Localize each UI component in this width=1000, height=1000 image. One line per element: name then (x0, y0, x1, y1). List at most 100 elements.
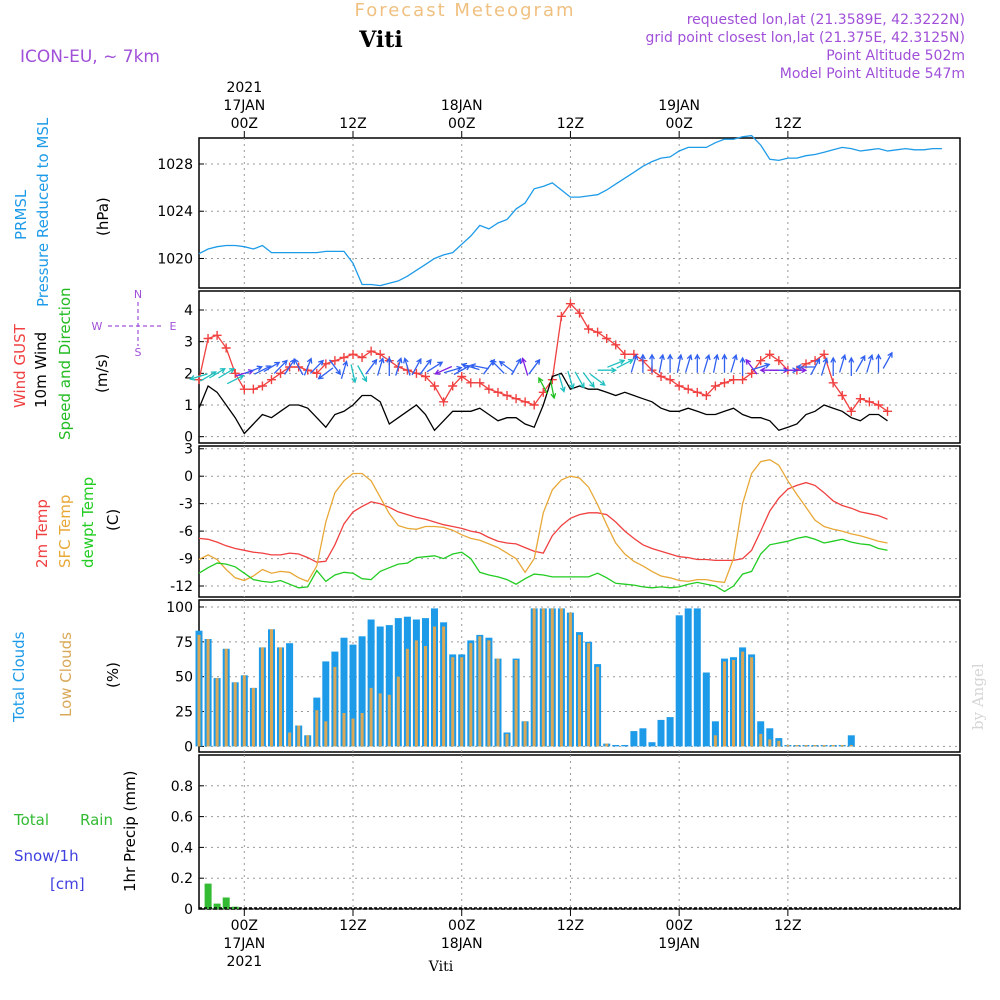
total-clouds-bar-16 (340, 637, 348, 747)
gust-marker-71 (837, 391, 847, 400)
wind-direction-arrow-9 (273, 359, 288, 374)
wind-direction-arrow-16 (340, 360, 349, 379)
gust-marker-53 (674, 381, 684, 391)
wind-direction-arrow-67 (795, 364, 815, 370)
low-clouds-bar-13 (315, 710, 319, 747)
low-clouds-bar-2 (215, 678, 219, 747)
gust-marker-13 (312, 368, 322, 378)
wind-direction-arrow-40 (558, 374, 566, 393)
wind-direction-arrow-56 (703, 353, 711, 373)
low-clouds-bar-38 (541, 608, 545, 747)
precip-unit-label: 1hr Precip (mm) (121, 771, 139, 892)
wind-speed-direction-label: Speed and Direction (56, 287, 74, 440)
temperature-series-0-line (198, 481, 888, 563)
temperature-ytick-label-0: -12 (170, 579, 193, 595)
precipitation-panel: 0 0.2 0.4 0.6 0.8 (171, 754, 961, 918)
wind-direction-arrow-21 (386, 356, 393, 376)
wind-direction-arrow-3 (218, 368, 236, 379)
top-axis-tick-0-line-2: 00Z (231, 116, 258, 132)
precipitation-frame (198, 754, 961, 910)
low-clouds-bar-69 (822, 745, 826, 747)
gust-marker-46 (611, 340, 621, 350)
low-clouds-bar-32 (487, 640, 491, 747)
low-clouds-bar-67 (804, 745, 808, 747)
wind-direction-arrow-17 (350, 364, 358, 384)
compass-north: N (134, 288, 142, 301)
gust-marker-58 (719, 378, 729, 388)
low-clouds-bar-60 (741, 651, 745, 747)
gust-marker-44 (593, 327, 603, 337)
temperature-series-2-line (198, 535, 888, 593)
wind-direction-arrow-47 (616, 358, 634, 369)
wind-direction-arrow-18 (357, 365, 368, 383)
bottom-axis-tick-2-line-1: 18JAN (441, 936, 483, 952)
gust-marker-62 (756, 356, 766, 366)
gust-marker-43 (584, 324, 594, 334)
low-clouds-bar-7 (260, 647, 264, 747)
wind-10m-label: 10m Wind (32, 332, 50, 408)
gust-marker-32 (484, 384, 494, 394)
bottom-axis-tick-4-line-0: 00Z (665, 918, 692, 934)
wind-direction-arrow-71 (838, 353, 847, 373)
wind-direction-arrow-48 (630, 353, 639, 373)
wind-direction-arrow-52 (667, 353, 674, 373)
wind-direction-arrow-19 (365, 358, 378, 375)
low-clouds-bar-66 (795, 745, 799, 747)
low-clouds-bar-37 (532, 608, 536, 747)
gust-marker-16 (339, 353, 349, 362)
top-axis-tick-0-line-0: 2021 (226, 80, 262, 96)
low-clouds-bar-25 (424, 646, 427, 747)
low-clouds-bar-3 (224, 648, 228, 747)
total-clouds-bar-63 (766, 728, 774, 747)
low-clouds-bar-26 (433, 626, 436, 747)
gust-marker-15 (330, 356, 340, 366)
low-clouds-bar-22 (396, 676, 400, 747)
pressure-frame (198, 137, 961, 289)
total-precip-label: Total (13, 811, 49, 829)
wind-direction-arrow-58 (721, 353, 728, 373)
total-clouds-bar-19 (367, 619, 375, 747)
rain-bar-2 (222, 897, 230, 909)
gust-marker-54 (683, 384, 693, 394)
wind-panel: 0 1 2 3 4 (184, 290, 961, 446)
wind-direction-arrow-2 (209, 368, 226, 379)
temperature-ytick-label-1: -9 (179, 552, 193, 568)
total-clouds-bar-56 (702, 672, 710, 747)
wind-direction-arrow-12 (303, 357, 313, 376)
pressure-series-0-line (198, 134, 942, 287)
clouds-ytick-label-1: 25 (175, 705, 193, 721)
bottom-axis-tick-3-line-0: 12Z (557, 918, 584, 934)
wind-direction-arrow-14 (317, 367, 334, 380)
low-clouds-bar-42 (578, 634, 581, 747)
compass-west: W (92, 320, 103, 333)
wind-direction-arrow-39 (549, 380, 557, 400)
gust-marker-42 (575, 308, 584, 318)
rain-precip-label: Rain (80, 811, 113, 829)
precipitation-ytick-label-2: 0.4 (171, 840, 193, 856)
gust-marker-61 (747, 368, 757, 378)
wind-direction-arrow-50 (649, 353, 655, 373)
wind-direction-arrow-37 (528, 358, 541, 375)
gust-marker-34 (502, 391, 512, 400)
gust-marker-55 (692, 387, 702, 397)
gust-marker-28 (448, 381, 458, 391)
low-clouds-bar-34 (505, 733, 509, 747)
point-altitude: Point Altitude 502m (826, 48, 965, 64)
top-axis-tick-1-line-0: 12Z (339, 116, 366, 132)
gust-marker-31 (475, 378, 485, 388)
wind-direction-arrow-23 (403, 357, 411, 376)
pressure-panel: 1020 1024 1028 (157, 134, 961, 289)
wind-direction-arrow-15 (328, 359, 342, 376)
location-title: Viti (358, 27, 403, 53)
low-clouds-bar-19 (369, 687, 373, 747)
low-clouds-bar-71 (840, 745, 844, 747)
wind-direction-arrow-53 (676, 353, 684, 373)
total-clouds-bar-55 (693, 608, 701, 747)
gust-marker-51 (656, 372, 666, 381)
gust-marker-17 (348, 349, 358, 359)
low-clouds-bar-11 (297, 725, 301, 747)
temperature-ytick-label-2: -6 (179, 524, 193, 540)
wind-direction-arrow-55 (694, 353, 701, 373)
temperature-ytick-label-4: 0 (184, 469, 193, 485)
